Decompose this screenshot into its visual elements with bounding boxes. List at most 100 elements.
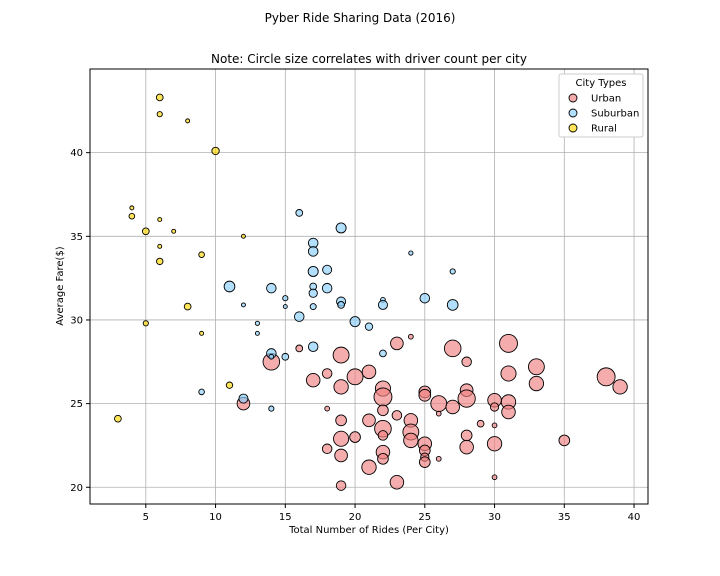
y-tick-label: 25 (70, 399, 83, 410)
rural-city-point (240, 233, 246, 239)
suburban-city-point (295, 209, 304, 217)
suburban-city-point (364, 322, 374, 331)
rural-city-point (185, 118, 191, 124)
urban-city-point (435, 455, 442, 462)
urban-city-point (461, 356, 472, 368)
urban-city-point (361, 364, 377, 380)
urban-city-point (500, 365, 517, 382)
urban-city-point (430, 395, 448, 413)
urban-city-point (489, 402, 500, 412)
urban-city-point (491, 422, 498, 429)
urban-city-point (349, 431, 361, 443)
urban-city-point (335, 480, 347, 491)
suburban-city-point (198, 388, 205, 396)
urban-city-point (476, 419, 485, 428)
rural-city-point (198, 251, 205, 259)
urban-city-point (377, 453, 389, 465)
suburban-city-point (322, 264, 333, 275)
suburban-city-point (282, 295, 289, 302)
rural-city-point (157, 217, 163, 223)
urban-city-point (389, 475, 405, 490)
legend-title: City Types (576, 78, 627, 89)
x-axis-label: Total Number of Rides (Per City) (288, 525, 449, 536)
urban-city-point (501, 404, 516, 420)
x-tick-label: 10 (209, 512, 222, 523)
urban-city-point (491, 474, 498, 481)
rural-city-point (171, 228, 177, 234)
suburban-city-point (294, 311, 305, 322)
urban-city-point (558, 434, 571, 447)
y-tick-label: 30 (70, 315, 83, 326)
chart-title: Note: Circle size correlates with driver… (211, 52, 527, 66)
rural-city-point (156, 257, 164, 266)
suburban-city-point (446, 299, 459, 311)
suburban-city-point (266, 282, 277, 294)
suburban-city-point (268, 353, 275, 360)
urban-city-point (612, 379, 628, 395)
urban-city-point (373, 387, 393, 407)
suburban-city-point (240, 302, 246, 308)
suburban-city-point (379, 349, 387, 358)
suburban-city-point (254, 320, 260, 326)
rural-city-point (211, 146, 220, 156)
suburban-city-point (309, 303, 317, 311)
suburban-city-point (282, 304, 288, 310)
suburban-city-point (281, 352, 290, 361)
x-tick-label: 30 (488, 512, 501, 523)
y-axis-label: Average Fare($) (55, 246, 66, 326)
urban-city-point (403, 432, 419, 449)
urban-city-point (445, 399, 460, 415)
suburban-city-point (268, 405, 275, 412)
suburban-city-point (408, 250, 414, 256)
x-tick-label: 5 (143, 512, 149, 523)
urban-city-point (361, 459, 377, 475)
urban-city-point (486, 436, 503, 452)
urban-city-point (527, 358, 545, 376)
urban-city-point (333, 430, 350, 447)
rural-city-point (142, 320, 149, 327)
suburban-city-point (337, 301, 345, 309)
grid-lines (90, 69, 648, 504)
rural-city-point (156, 111, 163, 118)
suburban-city-point (335, 222, 347, 234)
chart-suptitle: Pyber Ride Sharing Data (2016) (265, 11, 456, 25)
urban-city-point (335, 414, 347, 427)
urban-city-point (321, 368, 333, 379)
urban-city-point (596, 367, 616, 387)
legend: City Types Urban Suburban Rural (558, 73, 644, 138)
x-tick-label: 15 (279, 512, 292, 523)
urban-city-point (324, 405, 331, 412)
legend-box (558, 73, 644, 138)
suburban-city-point (321, 282, 333, 294)
urban-city-point (295, 344, 304, 353)
y-tick-label: 20 (70, 483, 83, 494)
urban-city-point (321, 443, 333, 455)
rural-city-point (225, 381, 234, 389)
data-points (114, 93, 628, 491)
rural-city-point (129, 205, 135, 211)
x-tick-label: 20 (349, 512, 362, 523)
x-tick-label: 35 (558, 512, 571, 523)
urban-city-point (460, 429, 473, 442)
x-tick-label: 25 (418, 512, 431, 523)
rural-city-point (155, 93, 164, 102)
urban-city-point (459, 439, 474, 455)
urban-city-point (332, 346, 350, 364)
suburban-city-point (254, 330, 260, 336)
urban-city-point (435, 410, 442, 417)
urban-city-point (346, 368, 364, 386)
suburban-city-point (307, 341, 319, 352)
axis-ticks: 5 10 15 20 25 30 35 40 20 25 30 35 40 (70, 148, 640, 523)
legend-marker-suburban (568, 108, 578, 118)
suburban-city-point (307, 265, 319, 277)
urban-city-point (305, 372, 321, 388)
urban-city-point (457, 389, 476, 408)
urban-city-point (528, 375, 545, 392)
legend-label-rural: Rural (591, 124, 617, 135)
rural-city-point (183, 302, 192, 311)
suburban-city-point (307, 246, 319, 257)
rural-city-point (199, 330, 205, 336)
urban-city-point (333, 379, 349, 395)
rural-city-point (157, 243, 163, 249)
